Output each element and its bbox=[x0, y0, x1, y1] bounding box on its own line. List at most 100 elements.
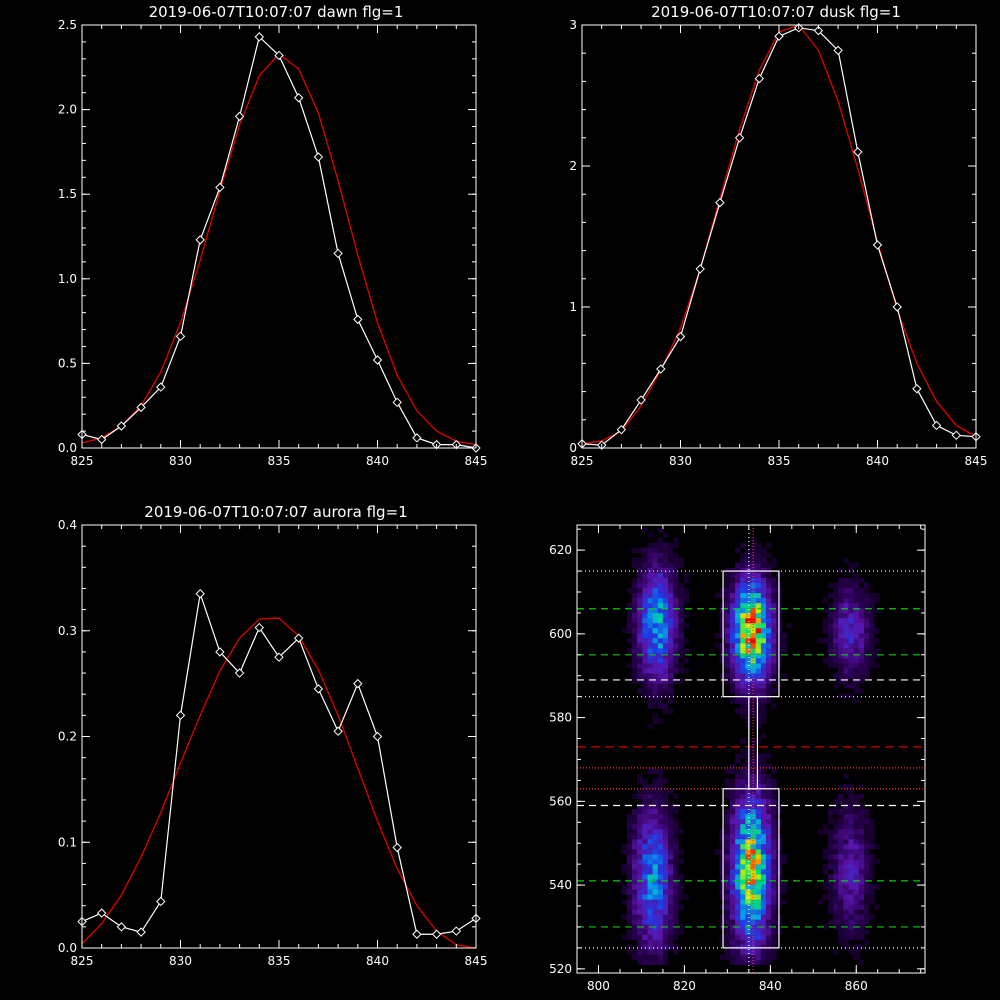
heatmap-cell bbox=[745, 673, 751, 679]
heatmap-cell bbox=[771, 839, 777, 845]
heatmap-cell bbox=[864, 808, 870, 815]
heatmap-cell bbox=[673, 909, 679, 915]
heatmap-cell bbox=[760, 803, 767, 810]
heatmap-cell bbox=[642, 552, 648, 558]
heatmap-cell bbox=[673, 823, 679, 830]
heatmap-cell bbox=[652, 894, 659, 900]
heatmap-cell bbox=[843, 854, 849, 860]
heatmap-cell bbox=[853, 673, 860, 679]
heatmap-cell bbox=[668, 844, 674, 850]
heatmap-cell bbox=[822, 879, 829, 885]
y-tick-label: 520 bbox=[549, 962, 572, 976]
heatmap-cell bbox=[858, 889, 865, 895]
heatmap-cell bbox=[864, 914, 870, 920]
heatmap-cell bbox=[843, 783, 849, 790]
heatmap-cell bbox=[771, 869, 777, 875]
heatmap-cell bbox=[673, 607, 679, 614]
heatmap-cell bbox=[735, 798, 741, 805]
heatmap-cell bbox=[657, 537, 664, 543]
heatmap-cell bbox=[740, 949, 746, 955]
heatmap-cell bbox=[766, 864, 772, 870]
heatmap-cell bbox=[673, 663, 679, 669]
heatmap-cell bbox=[729, 854, 736, 860]
heatmap-cell bbox=[678, 653, 684, 659]
heatmap-cell bbox=[729, 673, 736, 679]
heatmap-cell bbox=[771, 602, 777, 609]
heatmap-cell bbox=[657, 823, 664, 830]
heatmap-cell bbox=[843, 597, 849, 604]
heatmap-cell bbox=[766, 909, 772, 915]
heatmap-cell bbox=[729, 959, 736, 965]
heatmap-cell bbox=[755, 552, 762, 558]
heatmap-cell bbox=[760, 849, 767, 855]
heatmap-cell bbox=[858, 612, 865, 619]
heatmap-cell bbox=[642, 587, 648, 594]
heatmap-cell bbox=[626, 839, 633, 845]
heatmap-cell bbox=[662, 904, 669, 910]
heatmap-cell bbox=[735, 944, 741, 950]
heatmap-cell bbox=[750, 949, 757, 955]
heatmap-cell bbox=[657, 798, 664, 805]
heatmap-cell bbox=[735, 547, 741, 553]
heatmap-cell bbox=[781, 673, 787, 679]
heatmap-cell bbox=[760, 839, 767, 845]
heatmap-cell bbox=[637, 612, 643, 619]
heatmap-cell bbox=[678, 924, 684, 930]
heatmap-cell bbox=[729, 683, 736, 689]
heatmap-cell bbox=[647, 944, 653, 950]
heatmap-axes-frame bbox=[576, 524, 926, 974]
heatmap-cell bbox=[853, 859, 860, 865]
heatmap-cell bbox=[827, 899, 834, 905]
heatmap-cell bbox=[740, 813, 746, 820]
heatmap-cell bbox=[848, 869, 854, 875]
heatmap-cell bbox=[869, 864, 875, 870]
data-point bbox=[951, 430, 962, 441]
heatmap-cell bbox=[771, 844, 777, 850]
heatmap-cell bbox=[838, 808, 844, 815]
heatmap-cell bbox=[864, 929, 870, 935]
heatmap-box bbox=[748, 696, 759, 790]
heatmap-cell bbox=[719, 894, 726, 900]
heatmap-cell bbox=[621, 628, 628, 634]
heatmap-cell bbox=[683, 577, 689, 584]
heatmap-cell bbox=[848, 587, 854, 594]
heatmap-cell bbox=[632, 874, 638, 880]
heatmap-cell bbox=[735, 864, 741, 870]
heatmap-cell bbox=[843, 919, 849, 925]
heatmap-cell bbox=[740, 773, 746, 779]
heatmap-cell bbox=[637, 602, 643, 609]
heatmap-cell bbox=[662, 708, 669, 714]
heatmap-cell bbox=[642, 663, 648, 669]
heatmap-cell bbox=[714, 643, 720, 649]
heatmap-cell bbox=[745, 834, 751, 840]
heatmap-cell bbox=[637, 934, 643, 940]
heatmap-cell bbox=[729, 874, 736, 880]
heatmap-cell bbox=[755, 929, 762, 935]
heatmap-cell bbox=[662, 823, 669, 830]
heatmap-cell bbox=[729, 849, 736, 855]
heatmap-cell bbox=[827, 638, 834, 644]
heatmap-cell bbox=[662, 899, 669, 905]
heatmap-cell bbox=[642, 562, 648, 568]
heatmap-cell bbox=[621, 934, 628, 940]
heatmap-cell bbox=[869, 663, 875, 669]
aurora-title: 2019-06-07T10:07:07 aurora flg=1 bbox=[144, 503, 407, 521]
heatmap-cell bbox=[740, 683, 746, 689]
heatmap-cell bbox=[827, 884, 834, 890]
heatmap-cell bbox=[632, 577, 638, 584]
heatmap-cell bbox=[750, 653, 757, 659]
heatmap-cell bbox=[668, 854, 674, 860]
heatmap-cell bbox=[735, 949, 741, 955]
heatmap-cell bbox=[750, 899, 757, 905]
heatmap-cell bbox=[642, 623, 648, 629]
heatmap-cell bbox=[657, 919, 664, 925]
heatmap-cell bbox=[771, 663, 777, 669]
heatmap-cell bbox=[668, 934, 674, 940]
heatmap-cell bbox=[626, 949, 633, 955]
x-tick-label: 835 bbox=[268, 454, 291, 468]
heatmap-cell bbox=[740, 783, 746, 790]
heatmap-cell bbox=[853, 678, 860, 684]
heatmap-cell bbox=[626, 829, 633, 835]
heatmap-cell bbox=[755, 869, 762, 875]
heatmap-cell bbox=[848, 788, 854, 795]
